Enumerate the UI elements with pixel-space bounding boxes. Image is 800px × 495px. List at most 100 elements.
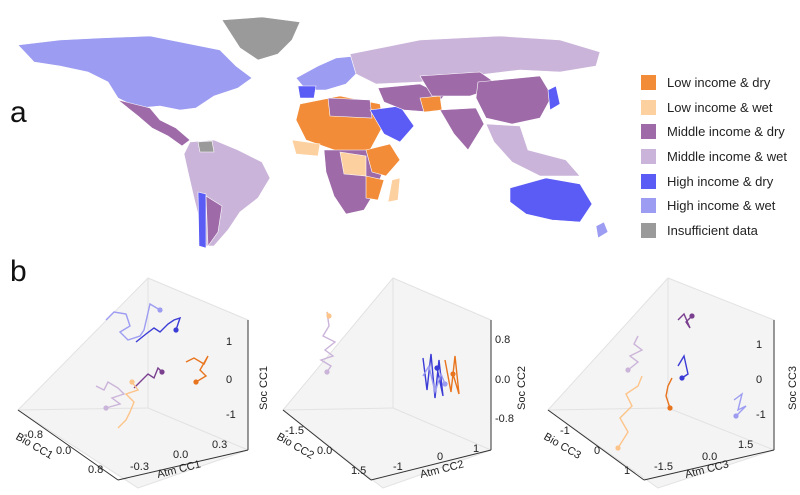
map-region-mexico	[117, 99, 191, 147]
trajectory-endpoint	[103, 405, 109, 411]
map-region-australia	[509, 177, 593, 223]
map-region-mozambique	[365, 175, 385, 201]
trajectory-line	[185, 355, 209, 383]
trajectories	[615, 312, 747, 451]
soc-tick: -1	[226, 409, 236, 421]
trajectory-endpoint	[733, 413, 739, 419]
bio-tick: -1.5	[285, 425, 304, 437]
trajectory-line	[117, 381, 140, 429]
legend-swatch	[641, 99, 656, 115]
atm-tick: -1.5	[654, 461, 673, 473]
legend-item: Middle income & wet	[641, 144, 796, 169]
map-region-russia	[349, 35, 601, 85]
soc-tick: -1	[756, 409, 766, 421]
trajectory-line	[422, 353, 444, 399]
soc-axis-label: Soc CC1	[258, 366, 270, 410]
map-region-south-america	[183, 139, 271, 247]
cc1-plot: -0.8 0.0 0.8 -0.3 0.0 0.3 -1 0 1 Bio CC1…	[8, 270, 270, 495]
map-region-madagascar	[387, 177, 401, 203]
atm-tick: -1	[393, 461, 403, 473]
trajectory-line	[627, 335, 644, 371]
panel-label-b: b	[10, 255, 27, 288]
map-region-japan	[547, 85, 561, 111]
map-region-china	[475, 75, 553, 125]
map-region-congo	[339, 151, 367, 177]
trajectory-line	[133, 366, 163, 389]
map-legend: Low income & dry Low income & wet Middle…	[641, 70, 796, 243]
trajectory-line	[135, 316, 182, 343]
atm-tick: 1	[473, 443, 479, 455]
map-region-india	[439, 107, 485, 151]
legend-item: Low income & wet	[641, 95, 796, 120]
soc-tick: 0	[226, 374, 232, 386]
trajectory-line	[105, 302, 161, 341]
map-region-argentina	[205, 195, 223, 247]
trajectory-endpoint	[434, 365, 440, 371]
legend-label: High income & dry	[667, 173, 774, 189]
legend-item: High income & dry	[641, 169, 796, 194]
trajectory-line	[444, 355, 460, 395]
trajectory-line	[677, 354, 689, 379]
trajectory-endpoint	[667, 405, 673, 411]
trajectory-endpoint	[442, 381, 448, 387]
soc-tick: 1	[756, 339, 762, 351]
soc-axis-label: Soc CC3	[787, 366, 799, 410]
legend-swatch	[641, 198, 656, 214]
legend-swatch	[641, 148, 656, 164]
atm-tick: 0.0	[702, 451, 717, 463]
trajectory-endpoint	[129, 379, 135, 385]
bio-tick: 0	[594, 445, 600, 457]
panel-label-a: a	[10, 96, 27, 129]
cc2-plot-svg: -1.5 0.0 1.5 -1 0 1 -0.8 0.0 0.8 Bio CC2…	[275, 277, 528, 489]
atm-tick: 1.5	[738, 439, 753, 451]
map-region-afghanistan	[419, 95, 443, 113]
trajectory-endpoint	[326, 313, 332, 319]
trajectory-endpoint	[450, 371, 456, 377]
soc-axis-label: Soc CC2	[516, 366, 528, 410]
map-region-southeast-asia	[485, 123, 581, 177]
bio-tick: 0.8	[88, 464, 103, 476]
map-region-guianas	[197, 140, 215, 153]
plot-box	[282, 277, 492, 489]
legend-label: Middle income & wet	[667, 148, 787, 164]
map-region-north-america	[17, 35, 253, 111]
trajectory-line	[422, 364, 446, 395]
legend-swatch	[641, 173, 656, 189]
legend-label: Middle income & dry	[667, 124, 785, 140]
trajectory-line	[665, 377, 673, 409]
atm-tick: -0.3	[130, 461, 149, 473]
soc-tick: 0.8	[495, 334, 510, 346]
soc-tick: -0.8	[495, 413, 514, 425]
legend-swatch	[641, 222, 656, 238]
trajectory-line	[95, 381, 126, 409]
map-region-east-africa	[365, 143, 401, 177]
cc3-plot: -1 0 1 -1.5 0.0 1.5 -1 0 1 Bio CC3 Atm C…	[538, 270, 800, 495]
map-region-west-africa	[291, 139, 321, 157]
legend-label: Low income & dry	[667, 74, 771, 90]
bio-tick: -0.8	[24, 429, 43, 441]
soc-tick: 1	[226, 336, 232, 348]
bio-tick: 1.5	[351, 465, 366, 477]
trajectory-endpoint	[625, 367, 631, 373]
map-region-europe	[295, 55, 361, 91]
legend-label: Insufficient data	[667, 222, 758, 238]
legend-label: High income & wet	[667, 198, 776, 214]
plot-box	[547, 277, 775, 489]
legend-swatch	[641, 124, 656, 140]
trajectory-line	[617, 375, 643, 449]
bio-tick: -1	[560, 425, 570, 437]
trajectory-endpoint	[679, 375, 685, 381]
legend-label: Low income & wet	[667, 99, 773, 115]
soc-tick: 0.0	[495, 374, 510, 386]
trajectory-line	[677, 312, 693, 329]
legend-item: Middle income & dry	[641, 119, 796, 144]
trajectory-endpoint	[173, 327, 179, 333]
world-map	[17, 16, 609, 249]
legend-swatch	[641, 74, 656, 90]
map-region-chile	[197, 191, 207, 249]
cc3-plot-svg: -1 0 1 -1.5 0.0 1.5 -1 0 1 Bio CC3 Atm C…	[542, 277, 799, 489]
map-region-greenland	[221, 16, 301, 61]
atm-tick: 0.3	[212, 439, 227, 451]
bio-tick: 0.0	[56, 445, 71, 457]
trajectory-endpoint	[324, 369, 330, 375]
